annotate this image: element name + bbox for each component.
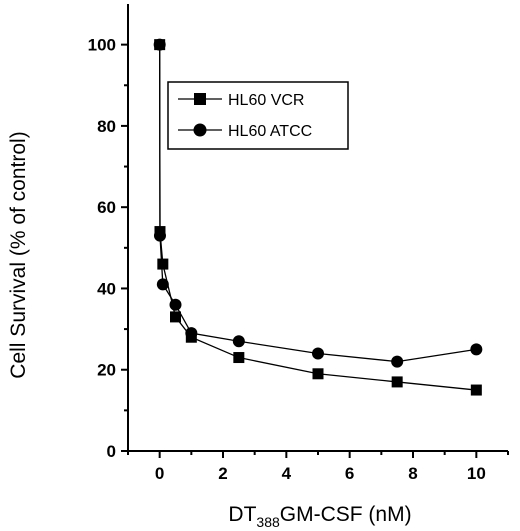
data-point-circle (391, 355, 404, 368)
series-layer (153, 38, 483, 396)
data-point-circle (232, 335, 245, 348)
legend: HL60 VCR HL60 ATCC (167, 81, 349, 150)
legend-label-atcc: HL60 ATCC (228, 123, 312, 140)
x-tick-label: 0 (155, 464, 164, 483)
y-tick-label: 60 (97, 198, 116, 217)
tick-marks: 0 20 40 60 80 100 0 2 4 6 8 10 (88, 36, 509, 483)
data-point-circle (153, 229, 166, 242)
data-point-circle (153, 38, 166, 51)
axes (127, 4, 508, 452)
legend-circle-marker (193, 123, 207, 137)
data-point-square (170, 311, 181, 323)
y-tick-label: 20 (97, 361, 116, 380)
legend-square-marker (194, 93, 206, 105)
data-point-circle (169, 298, 182, 311)
x-axis-title: DT388GM-CSF (nM) (228, 503, 411, 530)
data-point-circle (470, 343, 483, 356)
y-tick-label: 80 (97, 117, 116, 136)
x-axis-title-subscript: 388 (256, 514, 280, 530)
y-tick-label: 0 (107, 442, 116, 461)
x-tick-label: 8 (408, 464, 417, 483)
legend-item-atcc: HL60 ATCC (178, 123, 312, 140)
x-tick-label: 10 (467, 464, 486, 483)
y-tick-label: 40 (97, 279, 116, 298)
y-tick-label: 100 (88, 36, 116, 55)
x-tick-label: 4 (282, 464, 292, 483)
legend-item-vcr: HL60 VCR (178, 92, 304, 109)
data-point-square (233, 352, 245, 364)
data-point-square (470, 384, 482, 396)
data-point-square (312, 368, 324, 380)
x-axis-title-main: DT (228, 503, 256, 526)
x-tick-label: 6 (345, 464, 354, 483)
data-point-circle (156, 278, 169, 291)
legend-label-vcr: HL60 VCR (228, 92, 304, 109)
series-1 (153, 38, 483, 368)
x-tick-label: 2 (218, 464, 227, 483)
data-point-circle (185, 327, 198, 340)
data-point-circle (312, 347, 324, 360)
y-axis-title: Cell Survival (% of control) (7, 131, 30, 378)
x-axis-title-rest: GM-CSF (nM) (280, 503, 412, 526)
data-point-square (157, 258, 169, 270)
data-point-square (391, 376, 403, 388)
